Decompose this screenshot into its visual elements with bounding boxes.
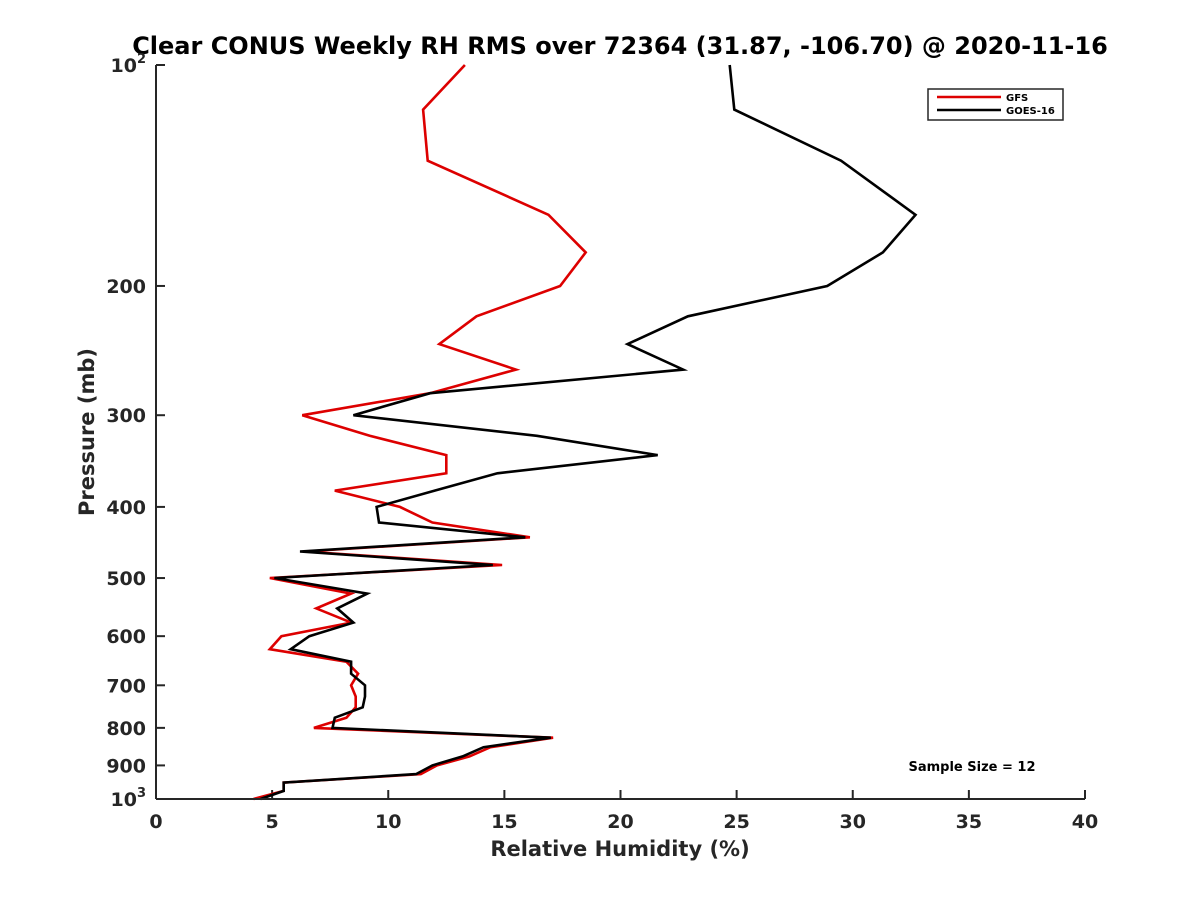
legend-box: [927, 88, 1064, 121]
y-tick-label: 400: [106, 497, 146, 519]
x-tick-label: 15: [491, 811, 517, 833]
x-tick-label: 5: [266, 811, 279, 833]
legend-label-gfs: GFS: [1006, 93, 1028, 104]
chart-title: Clear CONUS Weekly RH RMS over 72364 (31…: [132, 32, 1108, 60]
y-axis-label: Pressure (mb): [75, 348, 99, 516]
y-tick-label: 300: [106, 405, 146, 427]
x-tick-label: 0: [149, 811, 162, 833]
x-tick-label: 30: [840, 811, 866, 833]
x-tick-label: 25: [723, 811, 749, 833]
legend: GFS GOES-16: [927, 88, 1064, 121]
sample-size-annotation: Sample Size = 12: [908, 760, 1035, 775]
x-axis-ticks: 0 5 10 15 20 25 30 35 40: [149, 790, 1098, 833]
y-tick-label: 103: [111, 786, 147, 811]
x-tick-label: 10: [375, 811, 401, 833]
plot-background: [156, 65, 1085, 799]
y-tick-label: 102: [111, 52, 147, 77]
plot-area: 0 5 10 15 20 25 30 35 40 102 200 300 400 500 600 700 80…: [106, 52, 1098, 833]
y-tick-label: 200: [106, 276, 146, 298]
y-tick-label: 900: [106, 755, 146, 777]
legend-label-goes16: GOES-16: [1006, 106, 1055, 117]
y-tick-label: 700: [106, 675, 146, 697]
x-axis-label: Relative Humidity (%): [490, 837, 749, 861]
series-layer: [253, 64, 918, 801]
x-tick-label: 40: [1072, 811, 1098, 833]
y-tick-label: 600: [106, 626, 146, 648]
x-tick-label: 35: [956, 811, 982, 833]
x-tick-label: 20: [607, 811, 633, 833]
y-tick-label: 500: [106, 568, 146, 590]
series-line-goes16: [260, 64, 918, 801]
y-tick-label: 800: [106, 718, 146, 740]
y-axis-ticks: 102 200 300 400 500 600 700 800 900 103: [106, 52, 165, 811]
